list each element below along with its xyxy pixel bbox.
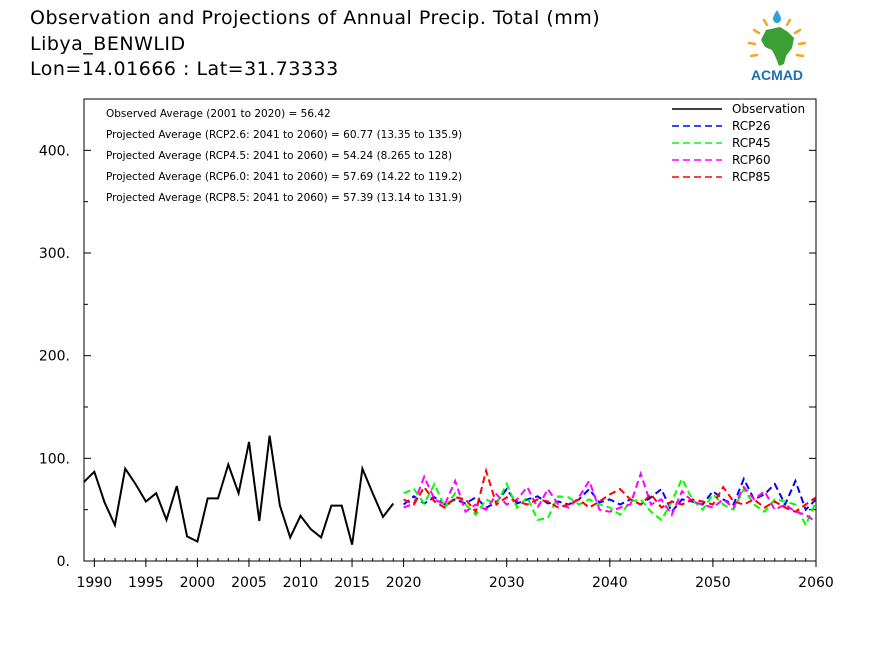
- y-tick-label: 100.: [39, 451, 70, 467]
- chart-title: Observation and Projections of Annual Pr…: [30, 7, 601, 29]
- x-tick-label: 2015: [334, 575, 370, 591]
- plot-frame: [83, 98, 817, 562]
- x-tick-label: 1995: [128, 575, 164, 591]
- annotations: Observed Average (2001 to 2020) = 56.42 P…: [106, 108, 462, 204]
- annotation-text: Projected Average (RCP6.0: 2041 to 2060)…: [106, 171, 462, 183]
- annotation-text: Projected Average (RCP8.5: 2041 to 2060)…: [106, 192, 462, 204]
- series-line-observation: [83, 435, 395, 545]
- legend-label: Observation: [732, 102, 805, 116]
- series-line-rcp26: [402, 476, 817, 514]
- y-tick-label: 0.: [57, 554, 70, 570]
- annotation-text: Projected Average (RCP2.6: 2041 to 2060)…: [106, 129, 462, 141]
- annotation-text: Projected Average (RCP4.5: 2041 to 2060)…: [106, 150, 452, 162]
- legend-label: RCP85: [732, 170, 771, 184]
- coordinates-label: Lon=14.01666 : Lat=31.73333: [30, 58, 339, 80]
- y-tick-label: 300.: [39, 246, 70, 262]
- series-line-rcp45: [403, 476, 817, 528]
- x-tick-label: 2010: [283, 575, 319, 591]
- legend-label: RCP60: [732, 153, 771, 167]
- y-tick-label: 200.: [39, 349, 70, 365]
- x-tick-label: 2040: [592, 575, 628, 591]
- y-axis: 0. 100. 200. 300. 400.: [39, 143, 816, 570]
- x-tick-label: 2000: [180, 575, 216, 591]
- legend-label: RCP26: [732, 119, 771, 133]
- acmad-logo: ACMAD: [736, 8, 818, 84]
- acmad-logo-text: ACMAD: [751, 67, 803, 83]
- x-tick-label: 2060: [798, 575, 834, 591]
- x-tick-label: 2005: [231, 575, 267, 591]
- x-tick-label: 2020: [386, 575, 422, 591]
- x-tick-label: 2030: [489, 575, 525, 591]
- annotation-text: Observed Average (2001 to 2020) = 56.42: [106, 108, 331, 120]
- series-line-rcp60: [403, 470, 817, 523]
- series-lines: [83, 435, 817, 545]
- legend-label: RCP45: [732, 136, 771, 150]
- x-tick-label: 1990: [76, 575, 112, 591]
- y-tick-label: 400.: [39, 143, 70, 159]
- x-axis: 1990 1995 2000 2005 2010 2015 2020 2030 2040 2050…: [76, 558, 834, 591]
- legend: Observation RCP26 RCP45 RCP60 RCP85: [672, 102, 805, 184]
- x-tick-label: 2050: [695, 575, 731, 591]
- location-label: Libya_BENWLID: [30, 33, 186, 55]
- series-line-rcp85: [403, 466, 817, 514]
